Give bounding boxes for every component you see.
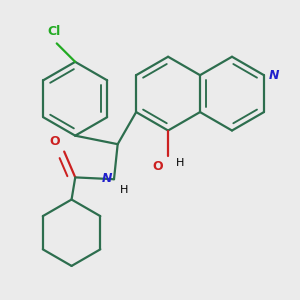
Text: H: H: [176, 158, 185, 168]
Text: N: N: [269, 69, 280, 82]
Text: O: O: [50, 136, 60, 148]
Text: H: H: [120, 185, 128, 195]
Text: O: O: [152, 160, 163, 173]
Text: N: N: [101, 172, 112, 185]
Text: Cl: Cl: [47, 25, 60, 38]
